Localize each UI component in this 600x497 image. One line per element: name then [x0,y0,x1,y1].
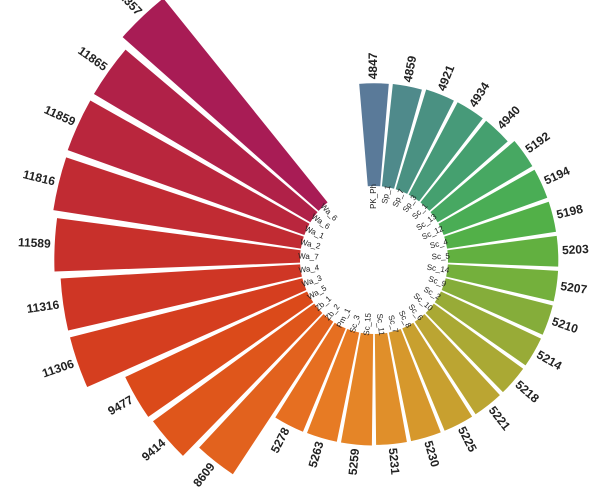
category-label: Wa_2 [299,237,322,251]
bar [70,278,307,388]
bar [430,141,533,223]
bar [122,0,328,211]
bar [447,235,559,267]
value-label: 5225 [455,424,480,454]
value-label: 9414 [139,436,169,464]
bar [53,157,304,249]
bar [152,303,323,456]
category-label: Sp_1 [380,184,392,205]
bar [414,314,500,415]
category-label: Sc_5 [431,251,450,261]
value-label: 5221 [486,403,514,433]
bar [381,83,422,189]
bar [374,332,407,445]
bar [438,169,548,235]
category-label: Sc_3 [348,314,362,335]
value-label: 12357 [112,0,145,18]
value-label: 4847 [366,52,380,79]
bar [60,264,302,331]
value-label: 8609 [190,460,218,490]
value-label: 5198 [555,202,585,222]
value-label: 11589 [18,235,52,251]
category-label: Sc_14 [426,263,450,275]
value-label: 4940 [494,103,523,132]
value-label: 11865 [75,43,110,74]
value-label: 11316 [26,297,61,316]
value-label: 11816 [22,167,57,188]
bar [67,100,310,235]
bar [307,329,360,442]
bar [359,83,389,187]
value-label: 5230 [421,439,442,469]
value-label: 5278 [268,425,293,455]
value-label: 11859 [42,102,78,128]
bar [54,218,301,272]
bar [402,322,473,431]
value-label: 5210 [550,314,580,336]
bar [441,278,553,335]
category-label: Sc_7 [386,314,400,335]
value-label: 5218 [513,378,543,406]
bar [93,49,318,223]
bar [408,102,483,202]
bar [444,201,557,249]
value-label: 4859 [401,54,420,83]
category-label: Wa_7 [298,251,320,261]
value-label: 9477 [105,393,135,419]
bar [395,89,454,194]
bar [199,314,334,475]
bar [446,264,559,302]
value-label: 5207 [560,279,589,297]
bar [340,332,374,446]
value-label: 5231 [386,447,403,475]
value-label: 4934 [466,79,492,109]
value-label: 5263 [306,439,327,469]
value-label: 5259 [346,448,363,476]
value-label: 5192 [523,129,553,156]
bar [420,120,508,211]
value-label: 4921 [434,63,457,93]
category-label: Sc_4 [429,237,449,250]
category-label: Sc_11 [375,313,386,336]
category-label: PK_Ph [369,184,378,209]
bar [125,291,314,417]
bar [434,291,541,366]
category-label: Sc_15 [362,312,373,336]
category-label: Wa_4 [298,263,320,275]
value-label: 5194 [542,164,572,188]
bar [388,329,441,442]
value-label: 11306 [40,356,76,380]
value-label: 5214 [534,347,564,373]
bar [275,322,346,432]
value-label: 5203 [562,242,590,257]
bar [425,303,524,393]
